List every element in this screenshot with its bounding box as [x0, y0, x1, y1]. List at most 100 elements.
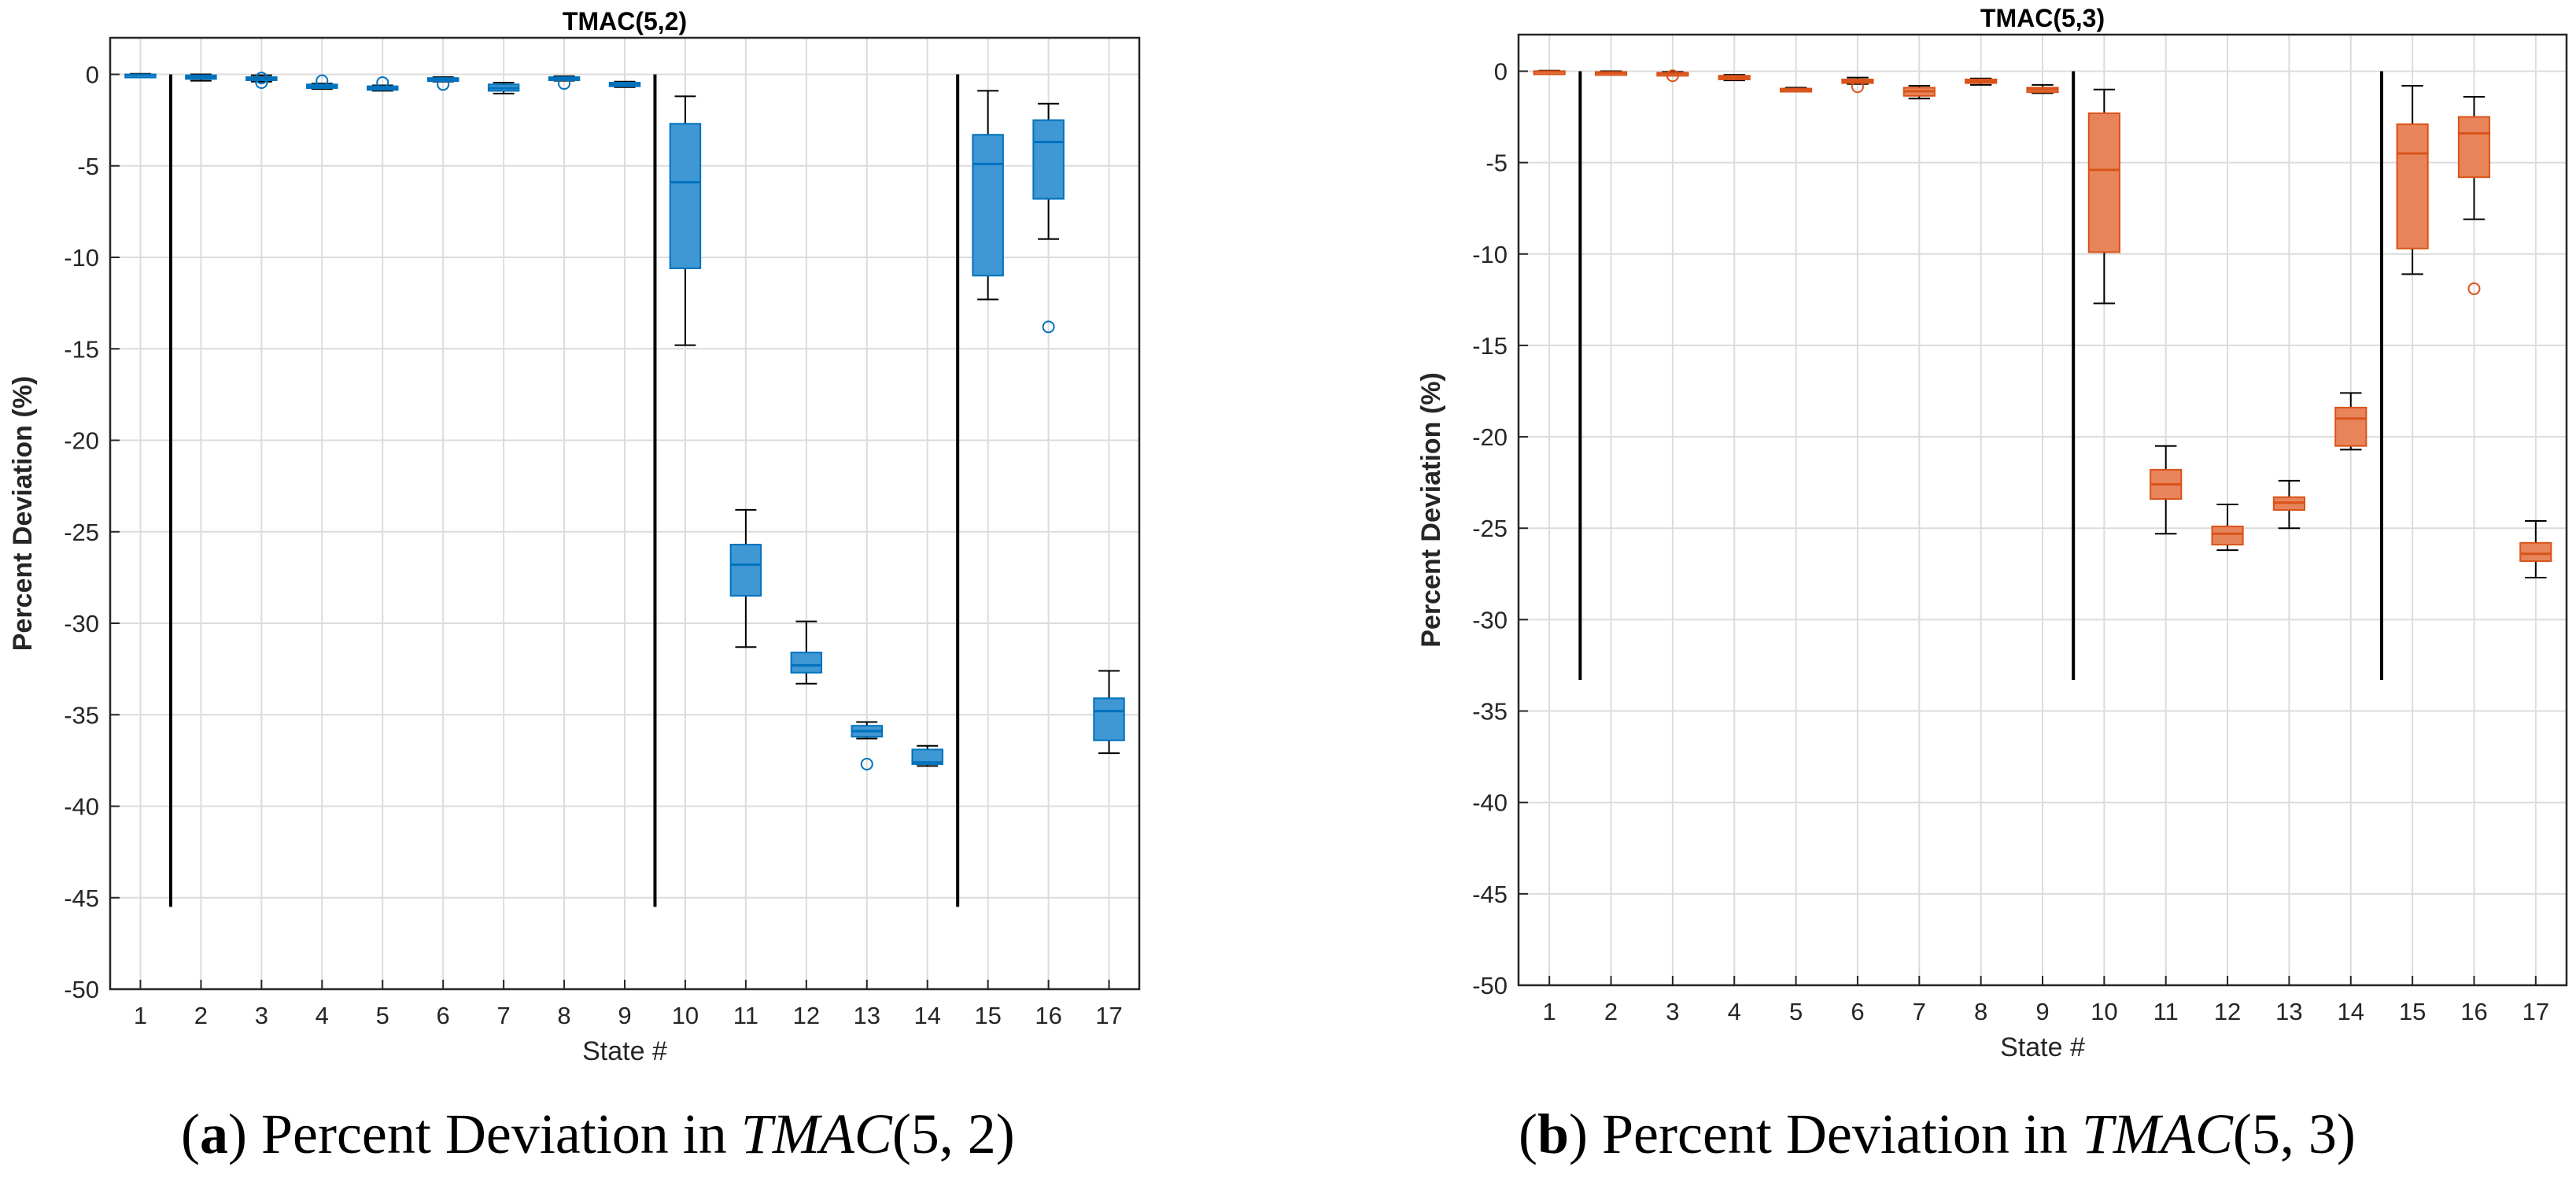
- y-tick-label: -35: [64, 701, 99, 729]
- outlier-point: [1851, 80, 1864, 94]
- box-state-15: [2396, 85, 2429, 275]
- box-state-5: [1780, 87, 1813, 93]
- x-tick-label: 11: [733, 1002, 758, 1029]
- box-state-12: [2211, 504, 2244, 552]
- x-tick-label: 17: [1095, 1002, 1122, 1029]
- y-tick-label: -25: [1472, 515, 1508, 542]
- caption-b-text: Percent Deviation in: [1588, 1103, 2082, 1165]
- box-state-9: [608, 80, 641, 88]
- box-state-16: [1032, 102, 1065, 334]
- outlier-point: [1666, 69, 1679, 83]
- y-tick-label: -40: [64, 793, 99, 821]
- box-iqr: [1032, 119, 1065, 200]
- box-iqr: [790, 652, 823, 674]
- x-tick-label: 7: [496, 1002, 510, 1029]
- box-state-17: [2519, 519, 2552, 578]
- x-tick-label: 14: [913, 1002, 940, 1029]
- box-state-4: [1718, 74, 1751, 82]
- y-tick-label: -45: [64, 885, 99, 912]
- y-tick-label: -15: [64, 335, 99, 363]
- box-state-6: [426, 76, 459, 91]
- outlier-point: [316, 74, 329, 87]
- x-tick-label: 11: [2153, 998, 2179, 1025]
- caption-b: (b) Percent Deviation in TMAC(5, 3): [1519, 1103, 2356, 1165]
- x-tick-label: 16: [1035, 1002, 1061, 1029]
- box-state-14: [911, 744, 943, 767]
- y-tick-label: -5: [1485, 150, 1508, 177]
- box-iqr: [2457, 116, 2491, 179]
- x-tick-label: 13: [2275, 998, 2302, 1025]
- x-tick-label: 6: [1851, 998, 1864, 1025]
- box-iqr: [2087, 112, 2120, 253]
- x-axis-label: State #: [582, 1036, 667, 1066]
- box-iqr: [2334, 406, 2367, 447]
- caption-b-label: b: [1537, 1103, 1570, 1165]
- box-iqr: [669, 123, 702, 269]
- box-state-8: [1965, 77, 1998, 86]
- x-tick-label: 3: [1666, 998, 1679, 1025]
- y-tick-label: -30: [1472, 606, 1508, 633]
- y-tick-label: -15: [1472, 332, 1508, 360]
- outlier-point: [860, 758, 873, 771]
- box-state-15: [972, 90, 1004, 301]
- y-tick-label: -40: [1472, 789, 1508, 817]
- outlier-point: [255, 72, 268, 85]
- box-iqr: [729, 544, 762, 597]
- box-state-2: [185, 73, 217, 82]
- chart-tmac-5-2: 0-5-10-15-20-25-30-35-40-45-501 2 3 4 5 6 7 8 9 1…: [8, 7, 1141, 1066]
- box-iqr: [2519, 541, 2552, 563]
- y-tick-label: 0: [1494, 57, 1508, 85]
- box-iqr: [2396, 123, 2429, 249]
- box-state-10: [669, 95, 702, 346]
- y-tick-label: -20: [64, 427, 99, 455]
- x-tick-label: 4: [1728, 998, 1741, 1025]
- box-iqr: [972, 134, 1004, 277]
- x-tick-label: 13: [854, 1002, 880, 1029]
- y-tick-label: 0: [86, 61, 99, 89]
- chart-tmac-5-3: 0-5-10-15-20-25-30-35-40-45-501 2 3 4 5 6 7 8 9 1…: [1416, 4, 2568, 1062]
- caption-a-label: a: [199, 1103, 228, 1165]
- x-tick-label: 4: [316, 1002, 329, 1029]
- box-state-5: [367, 76, 399, 92]
- outlier-point: [255, 76, 268, 89]
- box-state-10: [2087, 88, 2120, 305]
- y-tick-label: -10: [1472, 241, 1508, 268]
- outlier-point: [437, 78, 450, 91]
- outlier-point: [2467, 282, 2481, 295]
- box-state-16: [2457, 95, 2491, 295]
- caption-a-args: (5, 2): [891, 1103, 1015, 1165]
- x-tick-label: 5: [376, 1002, 389, 1029]
- box-state-2: [1594, 70, 1628, 76]
- outlier-point: [558, 77, 571, 90]
- y-axis-label: Percent Deviation (%): [1416, 372, 1446, 648]
- y-tick-label: -45: [1472, 881, 1508, 908]
- caption-b-args: (5, 3): [2232, 1103, 2356, 1165]
- box-state-8: [548, 75, 581, 90]
- box-state-6: [1841, 76, 1874, 94]
- box-state-1: [124, 72, 157, 79]
- box-state-4: [306, 74, 338, 90]
- box-state-9: [2026, 83, 2059, 94]
- y-tick-label: -25: [64, 519, 99, 546]
- x-tick-label: 1: [134, 1002, 147, 1029]
- caption-b-math: TMAC: [2081, 1103, 2233, 1165]
- y-tick-label: -30: [64, 610, 99, 637]
- x-tick-label: 1: [1543, 998, 1556, 1025]
- caption-a-text: Percent Deviation in: [246, 1103, 741, 1165]
- box-state-11: [729, 508, 762, 648]
- x-tick-label: 17: [2522, 998, 2549, 1025]
- y-axis-label: Percent Deviation (%): [8, 376, 38, 652]
- x-tick-label: 3: [255, 1002, 268, 1029]
- box-state-11: [2150, 445, 2183, 535]
- x-tick-label: 8: [1974, 998, 1987, 1025]
- x-tick-label: 15: [2399, 998, 2426, 1025]
- box-iqr: [1093, 697, 1125, 741]
- x-tick-label: 12: [793, 1002, 820, 1029]
- x-tick-label: 2: [1604, 998, 1618, 1025]
- y-tick-label: -50: [1472, 972, 1508, 999]
- box-state-7: [487, 81, 520, 94]
- x-tick-label: 5: [1789, 998, 1803, 1025]
- chart-title: TMAC(5,2): [563, 7, 687, 35]
- box-iqr: [911, 748, 943, 766]
- y-tick-label: -50: [64, 976, 99, 1003]
